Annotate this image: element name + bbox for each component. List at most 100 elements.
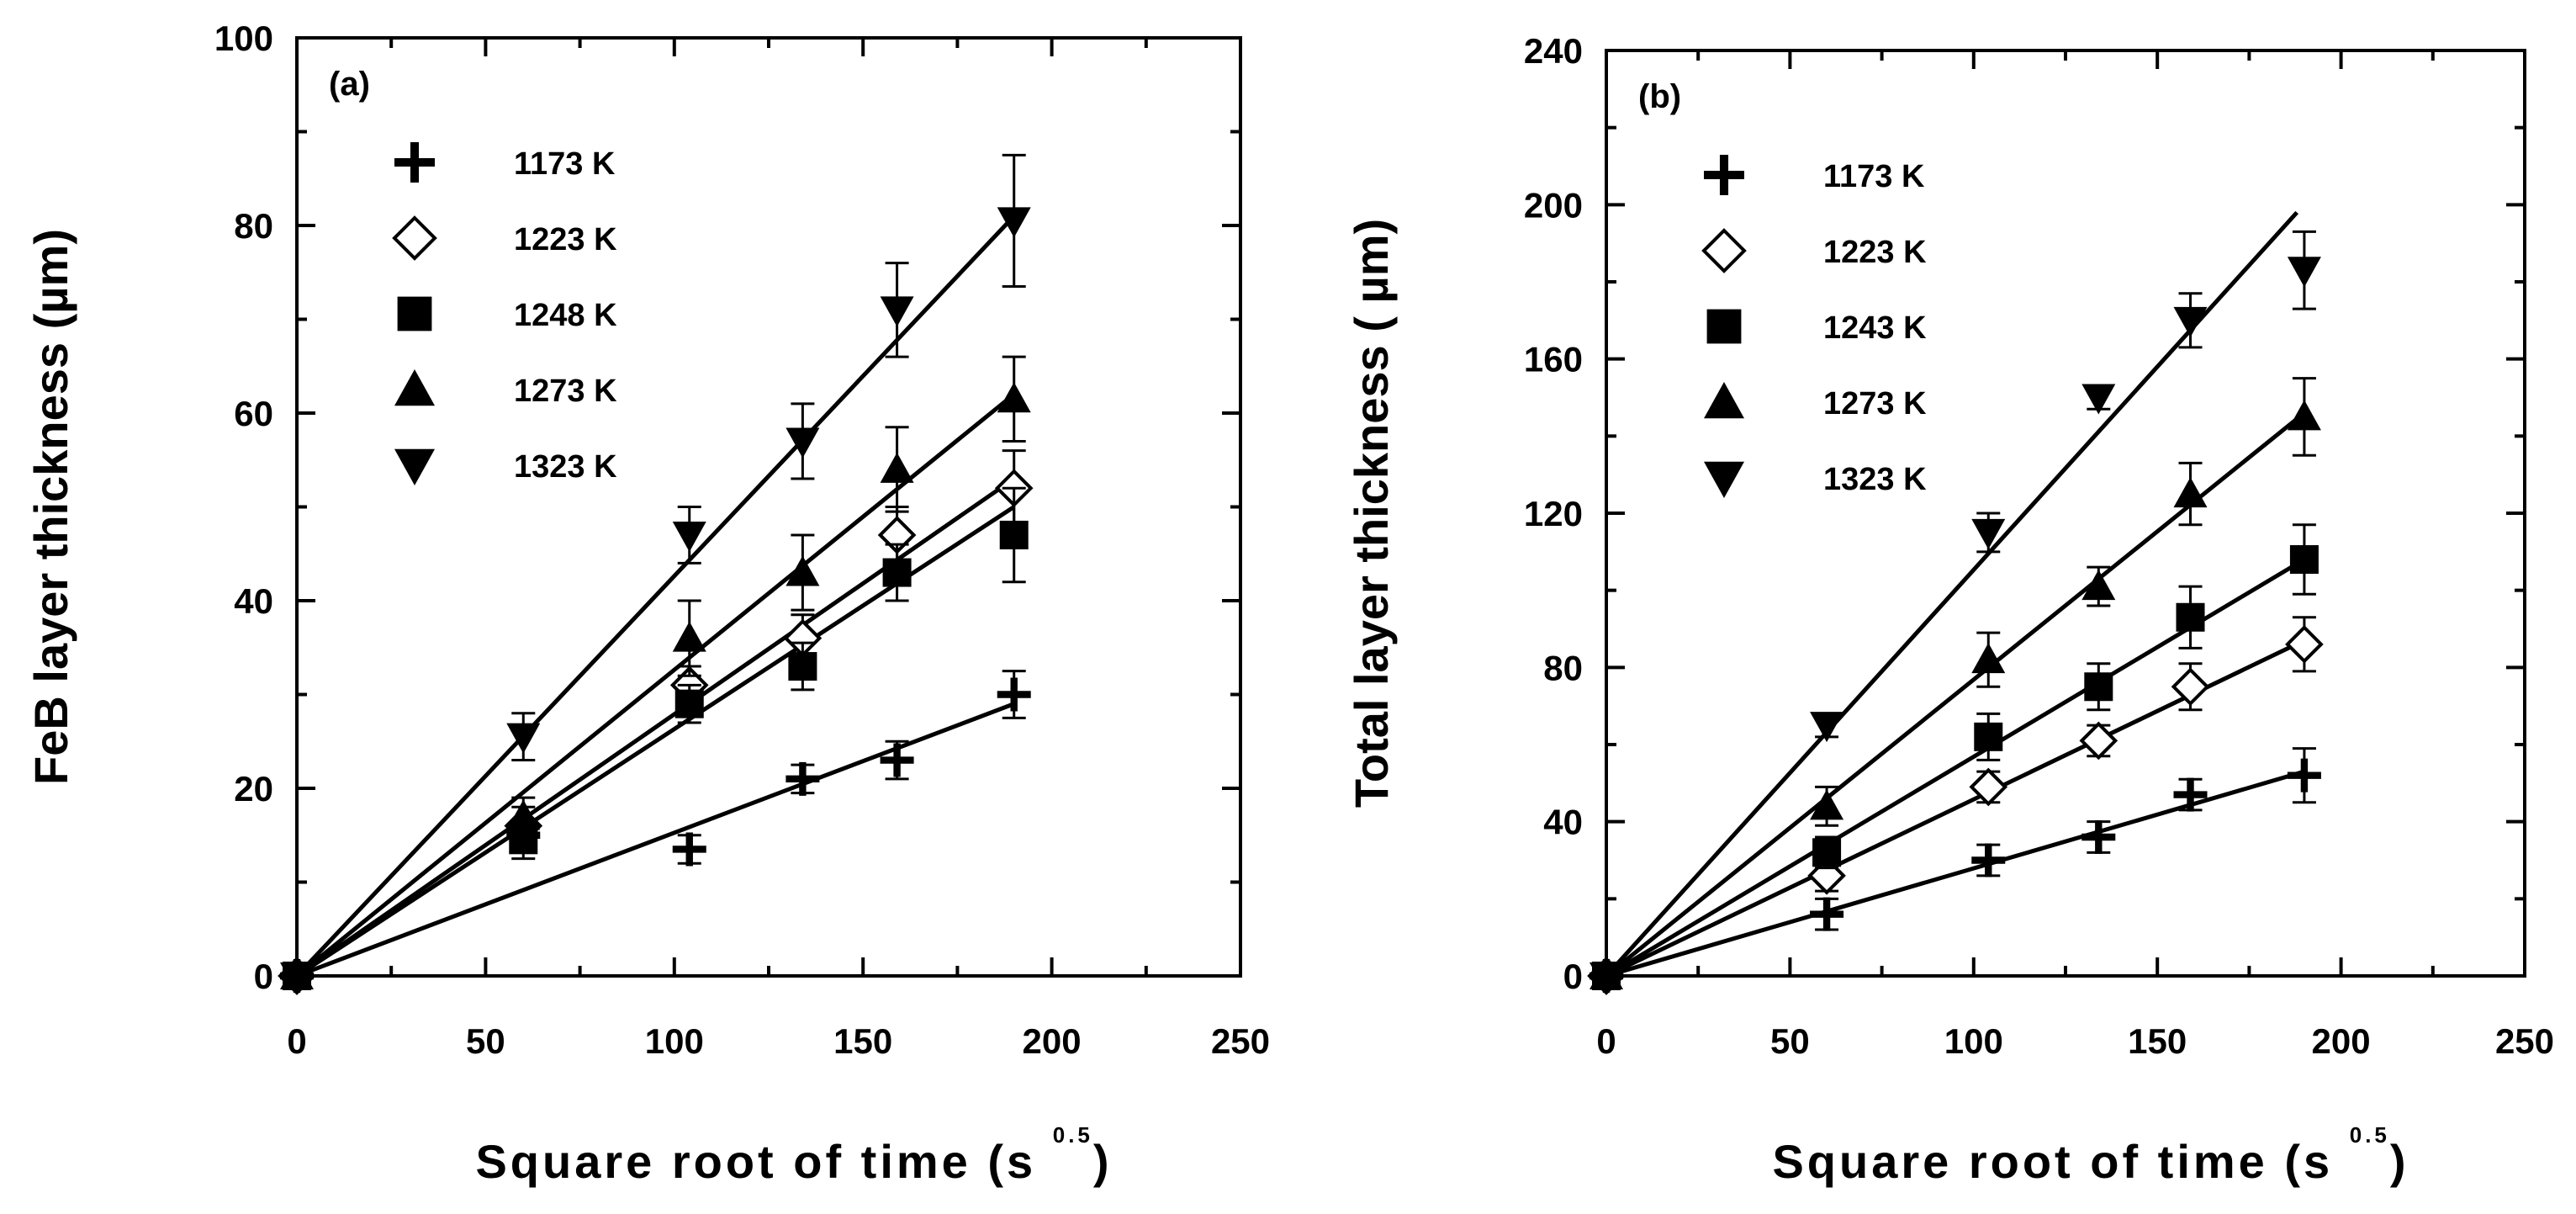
x-axis-label-main: Square root of time (s <box>475 1135 1052 1188</box>
panel-label: (b) <box>1638 78 1681 115</box>
data-point <box>2173 306 2208 337</box>
x-axis-label-main: Square root of time (s <box>1772 1135 2349 1188</box>
legend-label: 1173 K <box>1823 159 1925 194</box>
data-point <box>506 799 541 830</box>
legend-marker <box>394 142 435 183</box>
chart-panel-b: 0 50 100 150 200 250 0 40 80 120 160 200 240 Total la… <box>1345 31 2554 1188</box>
x-axis-label: Square root of time (s 0.5) <box>475 1122 1112 1188</box>
x-tick-label: 0 <box>287 1021 306 1061</box>
data-point <box>997 677 1031 712</box>
x-tick-label: 100 <box>1944 1021 2003 1061</box>
data-point <box>2084 672 2113 702</box>
data-point <box>882 558 912 587</box>
data-point <box>2287 400 2321 431</box>
data-point <box>2287 758 2321 793</box>
x-tick-label: 250 <box>1211 1021 1270 1061</box>
x-axis-label-superscript: 0.5 <box>2350 1122 2390 1148</box>
panel-label: (a) <box>329 66 370 103</box>
legend-marker <box>1701 228 1747 273</box>
fit-line <box>295 392 1016 978</box>
data-point <box>2171 667 2210 707</box>
data-point <box>1974 722 2003 751</box>
y-tick-label: 160 <box>1524 340 1583 379</box>
data-point <box>997 207 1031 238</box>
x-axis-label-superscript: 0.5 <box>1053 1122 1093 1148</box>
data-point <box>1590 962 1623 993</box>
legend-marker <box>397 296 432 331</box>
legend-label: 1323 K <box>514 449 617 485</box>
data-point <box>1971 843 2006 877</box>
data-point <box>2176 602 2205 632</box>
data-point <box>785 761 820 796</box>
data-point <box>506 723 541 754</box>
data-point <box>785 427 820 459</box>
legend-label: 1223 K <box>1823 235 1927 270</box>
x-tick-label: 200 <box>1023 1021 1082 1061</box>
legend-marker <box>394 448 435 485</box>
x-tick-label: 0 <box>1596 1021 1616 1061</box>
y-axis-label: Total layer thickness ( µm) <box>1345 219 1398 808</box>
data-point <box>2289 545 2319 574</box>
x-axis-label-close: ) <box>1093 1135 1113 1188</box>
chart-panel-a: 0 50 100 150 200 250 0 20 40 60 80 100 FeB layer thi… <box>24 19 1270 1188</box>
data-point <box>2173 477 2208 508</box>
x-axis-label-close: ) <box>2390 1135 2409 1188</box>
legend-marker <box>394 369 435 406</box>
legend-label: 1273 K <box>514 374 617 409</box>
fit-line <box>295 215 1016 978</box>
data-point <box>788 652 817 681</box>
x-tick-label: 150 <box>833 1021 892 1061</box>
data-point <box>1971 518 2006 549</box>
y-tick-label: 40 <box>1543 803 1583 842</box>
legend-marker <box>1704 155 1744 195</box>
data-point <box>2287 257 2321 288</box>
y-tick-label: 240 <box>1524 31 1583 71</box>
y-tick-label: 20 <box>234 769 273 808</box>
data-point <box>2081 570 2116 601</box>
data-point <box>1812 838 1842 867</box>
legend-label: 1173 K <box>514 146 616 182</box>
data-point <box>2285 625 2324 664</box>
y-tick-label: 60 <box>234 394 273 433</box>
data-point <box>1807 856 1846 895</box>
legend-label: 1243 K <box>1823 310 1927 346</box>
x-tick-label: 50 <box>1770 1021 1810 1061</box>
data-point <box>1810 789 1844 820</box>
data-point <box>2079 721 2118 761</box>
data-point <box>2173 777 2208 812</box>
data-point <box>999 520 1029 549</box>
data-point <box>1969 767 2008 807</box>
data-point <box>672 832 706 867</box>
legend-marker <box>392 215 437 261</box>
data-point <box>880 452 914 483</box>
data-point <box>785 555 820 586</box>
data-point <box>674 689 704 718</box>
data-point <box>880 743 914 777</box>
x-tick-label: 100 <box>645 1021 704 1061</box>
legend-label: 1223 K <box>514 222 617 257</box>
data-point <box>997 382 1031 413</box>
y-tick-label: 200 <box>1524 185 1583 225</box>
legend-marker <box>1704 461 1744 498</box>
legend-marker <box>1706 309 1742 344</box>
data-point <box>2081 384 2116 415</box>
y-tick-label: 80 <box>1543 648 1583 687</box>
legend-label: 1323 K <box>1823 462 1927 497</box>
data-point <box>1971 643 2006 674</box>
y-tick-label: 0 <box>1563 957 1583 996</box>
y-tick-label: 120 <box>1524 494 1583 533</box>
legend-marker <box>1704 382 1744 419</box>
data-point <box>1810 712 1844 743</box>
y-tick-label: 80 <box>234 206 273 246</box>
data-point <box>1810 897 1844 931</box>
y-tick-label: 0 <box>254 957 273 996</box>
x-tick-label: 250 <box>2495 1021 2554 1061</box>
data-point <box>880 296 914 327</box>
x-tick-label: 200 <box>2312 1021 2371 1061</box>
y-tick-label: 40 <box>234 581 273 621</box>
y-axis-label: FeB layer thickness (µm) <box>24 229 77 785</box>
fit-line <box>1605 210 2299 978</box>
x-tick-label: 50 <box>466 1021 505 1061</box>
data-point <box>672 621 706 652</box>
